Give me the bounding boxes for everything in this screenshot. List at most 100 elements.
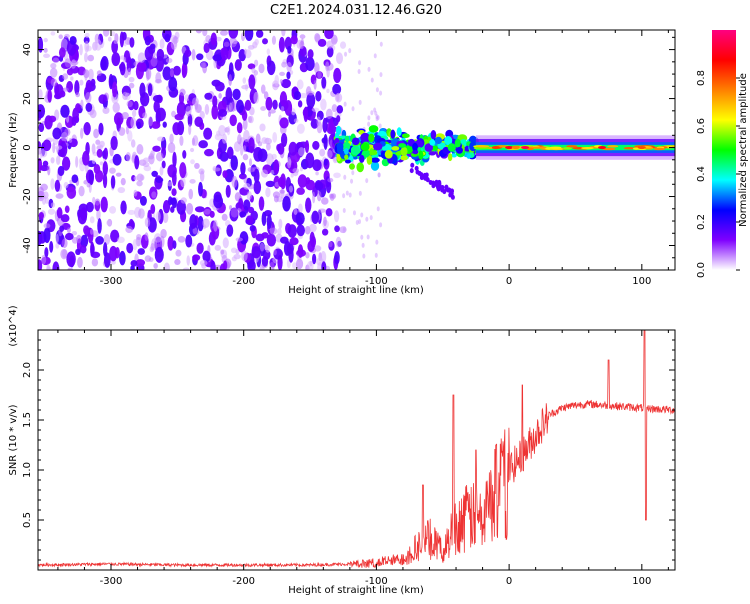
heatmap-cell (215, 81, 225, 92)
heatmap-cell (203, 42, 210, 54)
heatmap-cell (315, 90, 322, 102)
heatmap-cell (431, 145, 440, 151)
heatmap-cell (38, 89, 43, 100)
heatmap-cell (150, 204, 156, 215)
heatmap-cell (263, 91, 269, 100)
heatmap-cell (165, 57, 173, 64)
heatmap-cell (171, 188, 177, 197)
heatmap-cell (344, 135, 350, 143)
heatmap-cell (191, 48, 196, 61)
heatmap-cell (286, 243, 294, 255)
heatmap-cell (241, 32, 246, 42)
snr-y-ticks: 0.5 1.0 1.5 2.0 (22, 329, 675, 571)
heatmap-cell (244, 99, 252, 111)
heatmap-cell (210, 260, 216, 270)
heatmap-cell (182, 267, 190, 270)
heatmap-cell (130, 260, 138, 267)
heatmap-cell (287, 224, 297, 238)
heatmap-cell (332, 38, 338, 44)
heatmap-cell (375, 87, 379, 93)
heatmap-cell (79, 245, 87, 254)
heatmap-cell (511, 145, 520, 150)
heatmap-cell (222, 237, 229, 249)
colorbar-gradient (712, 30, 736, 270)
heatmap-cell (175, 249, 182, 257)
heatmap-cell (176, 101, 187, 118)
heatmap-cell (99, 161, 104, 166)
heatmap-cell (342, 141, 351, 151)
heatmap-cell (144, 35, 151, 46)
heatmap-cell (247, 206, 255, 214)
heatmap-cell (284, 99, 293, 116)
heatmap-cell (217, 109, 228, 117)
heatmap-cell (80, 127, 84, 140)
heatmap-cell (93, 128, 100, 139)
heatmap-cell (86, 183, 91, 188)
heatmap-cell (374, 252, 378, 258)
x-tick-label: 0 (506, 276, 512, 287)
heatmap-cell (653, 147, 666, 151)
heatmap-cell (334, 225, 340, 233)
heatmap-cell (253, 168, 260, 184)
heatmap-cell (109, 245, 118, 262)
heatmap-cell (299, 166, 303, 172)
heatmap-cell (95, 236, 105, 245)
heatmap-cell (151, 191, 157, 199)
heatmap-cell (226, 125, 231, 136)
heatmap-cell (410, 162, 415, 168)
heatmap-cell (231, 175, 238, 188)
heatmap-cell (305, 197, 312, 213)
heatmap-cell (326, 150, 333, 159)
heatmap-cell (266, 233, 277, 247)
heatmap-cell (336, 142, 344, 151)
heatmap-cell (358, 99, 362, 105)
heatmap-cell (379, 222, 383, 228)
heatmap-cell (249, 106, 255, 116)
heatmap-cell (261, 169, 269, 178)
heatmap-cell (143, 157, 150, 163)
heatmap-cell (70, 76, 74, 81)
heatmap-cell (297, 244, 304, 258)
heatmap-cell (48, 115, 57, 123)
heatmap-cell (336, 105, 344, 114)
heatmap-cell (259, 264, 265, 270)
heatmap-cell (368, 133, 375, 143)
heatmap-cell (532, 146, 547, 149)
heatmap-cell (314, 32, 321, 43)
heatmap-cell (38, 104, 46, 119)
heatmap-cell (434, 136, 443, 145)
heatmap-cell (581, 146, 594, 150)
heatmap-cell (360, 132, 371, 143)
heatmap-cell (269, 227, 278, 235)
heatmap-cell (219, 30, 228, 36)
heatmap-cell (157, 136, 165, 142)
heatmap-cell (288, 141, 298, 156)
heatmap-cell (103, 147, 109, 160)
heatmap-cell (303, 106, 309, 123)
heatmap-cell (296, 224, 305, 237)
heatmap-cell (56, 207, 63, 219)
heatmap-cell (159, 235, 165, 248)
heatmap-cell (549, 146, 562, 149)
heatmap-cell (214, 244, 222, 251)
heatmap-cell (136, 180, 143, 187)
heatmap-cell (38, 158, 43, 172)
heatmap-cell (162, 121, 167, 128)
heatmap-cell (100, 58, 107, 71)
heatmap-cell (266, 214, 272, 229)
heatmap-cell (126, 100, 133, 108)
heatmap-cell (202, 250, 211, 263)
heatmap-cell (279, 117, 289, 129)
heatmap-cell (281, 105, 285, 112)
heatmap-cell (299, 92, 307, 99)
heatmap-cell (281, 61, 287, 68)
heatmap-cell (184, 49, 192, 58)
heatmap-cell (83, 36, 90, 44)
heatmap-cell (64, 232, 74, 241)
heatmap-cell (297, 174, 308, 188)
heatmap-cell (50, 202, 56, 208)
heatmap-cell (167, 236, 174, 251)
heatmap-cell (429, 139, 436, 146)
heatmap-cell (111, 81, 118, 98)
